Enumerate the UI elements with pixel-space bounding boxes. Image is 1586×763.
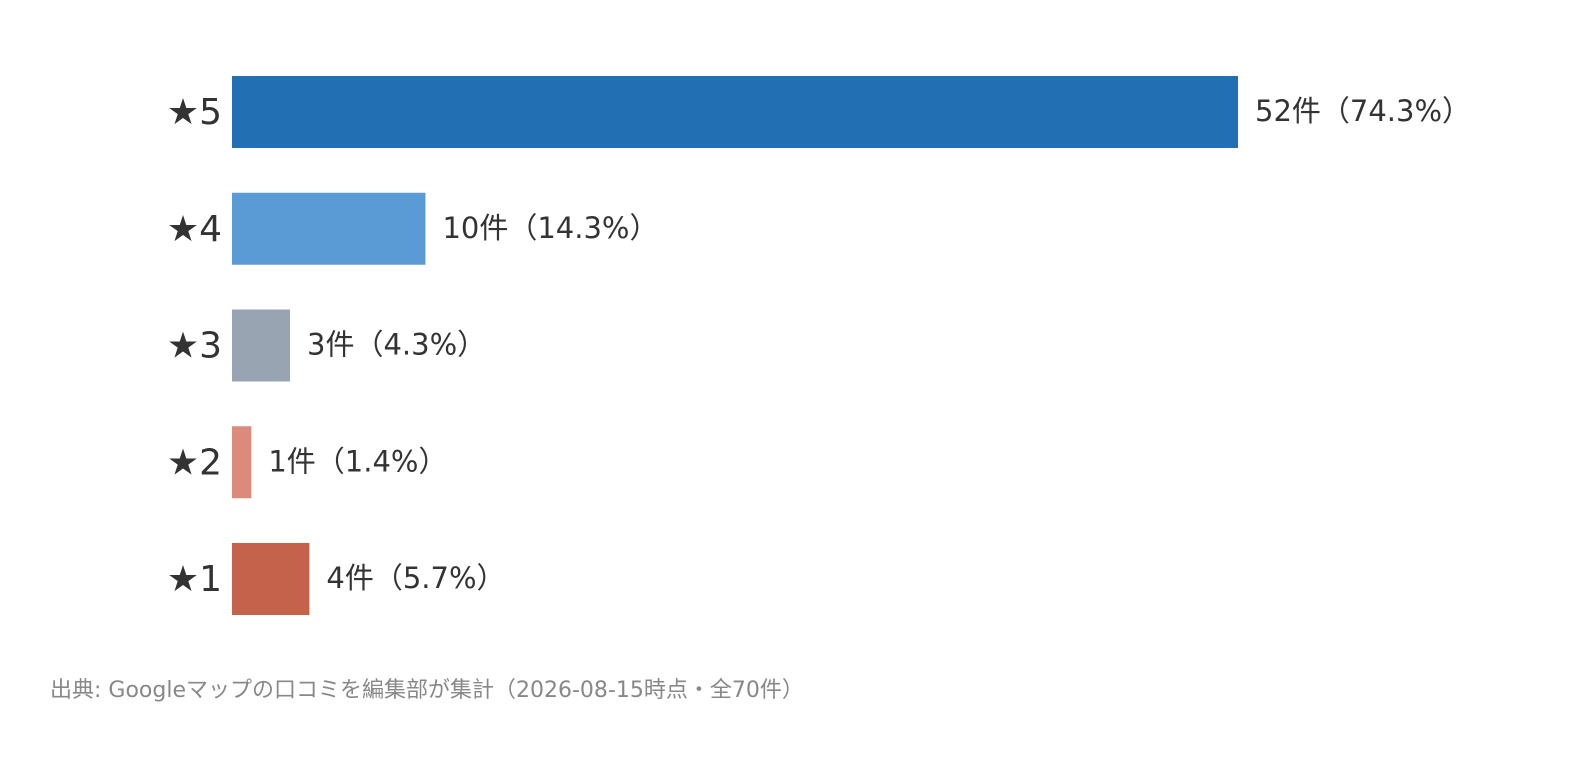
bar <box>232 192 426 265</box>
value-label: 3件（4.3%） <box>307 328 486 362</box>
value-label: 10件（14.3%） <box>442 211 658 245</box>
bar <box>232 76 1238 148</box>
source-note: 出典: Googleマップの口コミを編集部が集計（2026-08-15時点・全7… <box>50 678 804 703</box>
category-label: ★1 <box>167 559 222 600</box>
category-label: ★2 <box>167 442 222 483</box>
value-label: 4件（5.7%） <box>326 561 505 595</box>
bar <box>232 543 310 615</box>
bar <box>232 426 252 499</box>
bar <box>232 309 291 382</box>
value-label: 1件（1.4%） <box>268 444 447 478</box>
category-label: ★4 <box>167 209 222 250</box>
value-label: 52件（74.3%） <box>1255 94 1471 128</box>
category-label: ★5 <box>167 92 222 133</box>
category-label: ★3 <box>167 326 222 367</box>
